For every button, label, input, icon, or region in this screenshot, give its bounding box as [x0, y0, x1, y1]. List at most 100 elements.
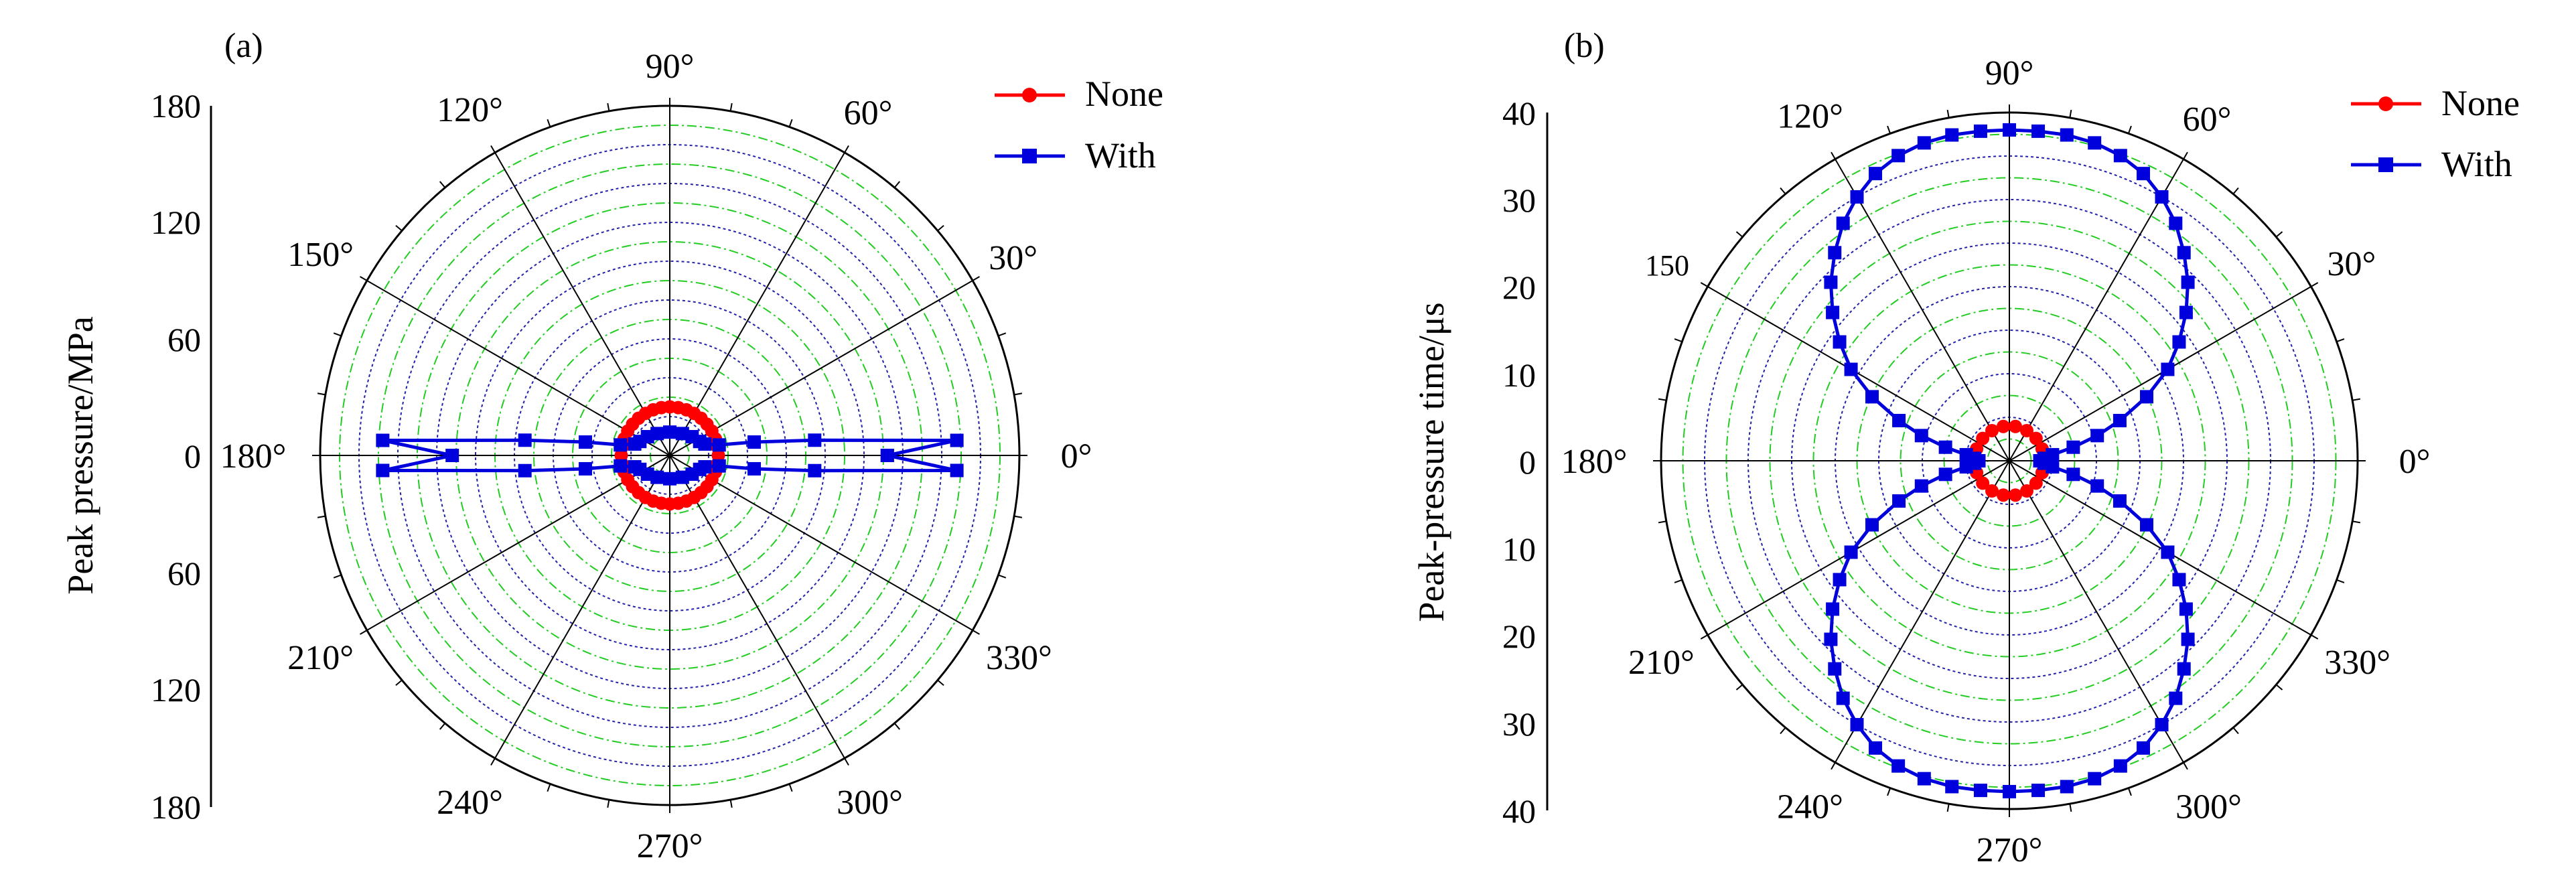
- series-point-none: [2009, 488, 2023, 502]
- series-point-with: [1828, 662, 1842, 676]
- outer-tick: [2127, 788, 2132, 796]
- series-point-with: [950, 463, 964, 478]
- series-point-with: [880, 449, 894, 462]
- series-point-with: [2090, 479, 2104, 493]
- panel-b-tick: 30: [1502, 182, 1536, 219]
- series-point-with: [2181, 275, 2195, 289]
- outer-tick: [439, 723, 446, 730]
- outer-tick: [1780, 187, 1786, 195]
- series-point-with: [2060, 128, 2074, 142]
- panel-b-label: (b): [1564, 27, 1605, 65]
- outer-tick: [844, 145, 849, 153]
- legend-none-label: None: [2441, 83, 2520, 123]
- outer-tick: [1735, 684, 1743, 691]
- series-point-with: [518, 463, 532, 478]
- angle-label-90: 90°: [1985, 54, 2034, 92]
- outer-tick: [2352, 520, 2361, 524]
- panel-a-tick: 60: [167, 321, 201, 358]
- series-point-with: [1850, 718, 1864, 732]
- series-point-with: [2113, 413, 2127, 427]
- outer-tick: [1735, 231, 1743, 238]
- series-point-with: [2169, 691, 2183, 705]
- series-point-none: [1996, 419, 2010, 433]
- outer-tick: [1658, 398, 1667, 401]
- outer-tick: [1780, 727, 1786, 735]
- angle-label-180: 180°: [1561, 443, 1628, 481]
- legend-none-marker: [1022, 88, 1037, 102]
- outer-tick: [893, 723, 901, 730]
- series-point-with: [2172, 335, 2186, 349]
- panel-b-tick: 10: [1502, 356, 1536, 394]
- panel-b-tick: 0: [1519, 443, 1536, 481]
- panel-b-series: [1824, 123, 2195, 798]
- panel-b-ylabel: Peak-pressure time/μs: [1411, 302, 1451, 622]
- series-point-with: [1892, 413, 1906, 427]
- series-point-with: [1917, 136, 1931, 150]
- outer-tick: [2183, 762, 2188, 770]
- panel-a-tick: 60: [167, 555, 201, 592]
- series-point-with: [1892, 494, 1906, 508]
- series-point-with: [663, 472, 676, 486]
- outer-tick: [395, 679, 403, 686]
- outer-tick: [1658, 520, 1667, 524]
- series-point-with: [1833, 335, 1847, 349]
- series-point-with: [2179, 305, 2193, 319]
- angle-label-240: 240°: [1777, 788, 1843, 826]
- outer-tick: [2336, 338, 2345, 343]
- outer-tick: [998, 332, 1007, 337]
- series-point-with: [2140, 390, 2154, 404]
- outer-tick: [998, 574, 1007, 579]
- outer-tick: [788, 784, 793, 792]
- outer-tick: [2336, 579, 2345, 583]
- outer-tick: [729, 799, 733, 808]
- outer-tick: [1700, 282, 1709, 287]
- outer-tick: [1700, 634, 1709, 640]
- angle-label-0: 0°: [1061, 437, 1092, 476]
- legend-with-label: With: [1085, 135, 1156, 175]
- panel-a-tick: 180: [151, 87, 201, 125]
- angle-label-270: 270°: [637, 827, 703, 865]
- angle-label-270: 270°: [1977, 831, 2043, 869]
- legend-with-marker: [1022, 149, 1037, 163]
- series-point-with: [2155, 190, 2169, 204]
- outer-tick: [1674, 579, 1683, 583]
- series-point-with: [1914, 429, 1928, 443]
- series-point-with: [1917, 772, 1931, 786]
- legend-with-marker: [2378, 157, 2393, 172]
- grid-spoke: [366, 280, 973, 631]
- angle-label-330: 330°: [2324, 644, 2390, 682]
- angle-label-300: 300°: [837, 784, 903, 822]
- angle-label-30: 30°: [2328, 245, 2376, 283]
- outer-tick: [2069, 109, 2072, 119]
- panel-a-tick: 180: [151, 788, 201, 826]
- series-point-none: [1976, 476, 1990, 490]
- panel-b-tick: 30: [1502, 705, 1536, 743]
- series-point-with: [2140, 518, 2154, 532]
- series-point-none: [1976, 431, 1990, 445]
- series-point-with: [1973, 124, 1987, 138]
- series-point-with: [1869, 167, 1883, 181]
- series-point-with: [1824, 275, 1838, 289]
- outer-tick: [333, 332, 342, 337]
- outer-tick: [937, 224, 944, 232]
- series-point-with: [712, 459, 726, 473]
- series-point-with: [2066, 440, 2080, 454]
- series-point-with: [2060, 780, 2074, 794]
- panel-b-angle-labels: 0° 30° 60° 90° 120° 150 180° 210° 240° 2…: [1561, 54, 2431, 869]
- outer-tick: [317, 515, 326, 518]
- outer-tick: [1887, 125, 1891, 134]
- series-point-with: [1914, 479, 1928, 493]
- series-point-with: [376, 463, 390, 478]
- series-point-with: [1844, 545, 1858, 559]
- outer-tick: [1831, 762, 1836, 770]
- outer-tick: [360, 276, 368, 281]
- outer-tick: [2310, 634, 2319, 640]
- series-point-with: [808, 433, 822, 447]
- series-point-with: [2113, 759, 2127, 773]
- series-point-with: [712, 438, 726, 452]
- outer-tick: [1946, 109, 1950, 119]
- series-point-with: [578, 461, 592, 476]
- series-point-with: [2113, 494, 2127, 508]
- outer-tick: [547, 119, 551, 127]
